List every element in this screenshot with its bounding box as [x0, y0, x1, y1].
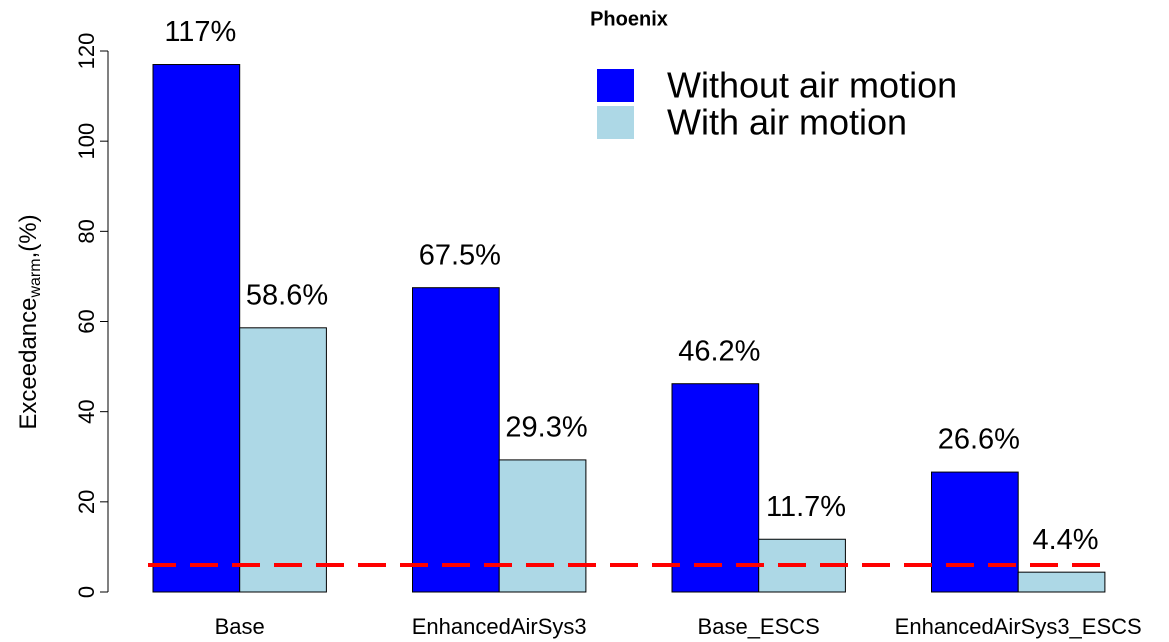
y-tick-label: 100 [74, 123, 99, 160]
bar [152, 64, 241, 593]
legend-swatch [597, 106, 634, 139]
legend-label: With air motion [667, 102, 907, 143]
y-tick-label: 80 [74, 219, 99, 243]
bar [671, 383, 760, 593]
y-tick-label: 20 [74, 490, 99, 514]
x-tick-label: EnhancedAirSys3 [412, 614, 587, 639]
x-tick-label: EnhancedAirSys3_ESCS [895, 614, 1142, 639]
legend-swatch [597, 69, 634, 102]
y-tick-label: 0 [74, 586, 99, 598]
legend-label: Without air motion [667, 65, 957, 106]
bar [498, 459, 587, 593]
y-label-main: Exceedance [15, 298, 42, 430]
bar [931, 471, 1019, 593]
value-label: 46.2% [678, 335, 760, 367]
y-axis-label: Exceedancewarm,(%) [15, 214, 44, 429]
y-label-subscript: warm [27, 258, 44, 298]
value-label: 11.7% [766, 491, 846, 523]
value-label: 67.5% [419, 239, 501, 271]
x-tick-label: Base [215, 614, 265, 639]
bar [412, 287, 500, 593]
value-label: 117% [164, 16, 236, 48]
chart-title: Phoenix [590, 8, 668, 30]
bar [1017, 571, 1106, 593]
x-tick-label: Base_ESCS [698, 614, 820, 639]
y-tick-label: 60 [74, 309, 99, 333]
value-label: 29.3% [505, 412, 587, 444]
value-label: 4.4% [1032, 524, 1098, 556]
y-tick-label: 120 [74, 33, 99, 70]
y-tick-label: 40 [74, 399, 99, 423]
bar [239, 327, 327, 593]
value-label: 58.6% [246, 279, 328, 311]
value-label: 26.6% [938, 424, 1020, 456]
y-label-suffix: ,(%) [15, 214, 42, 258]
